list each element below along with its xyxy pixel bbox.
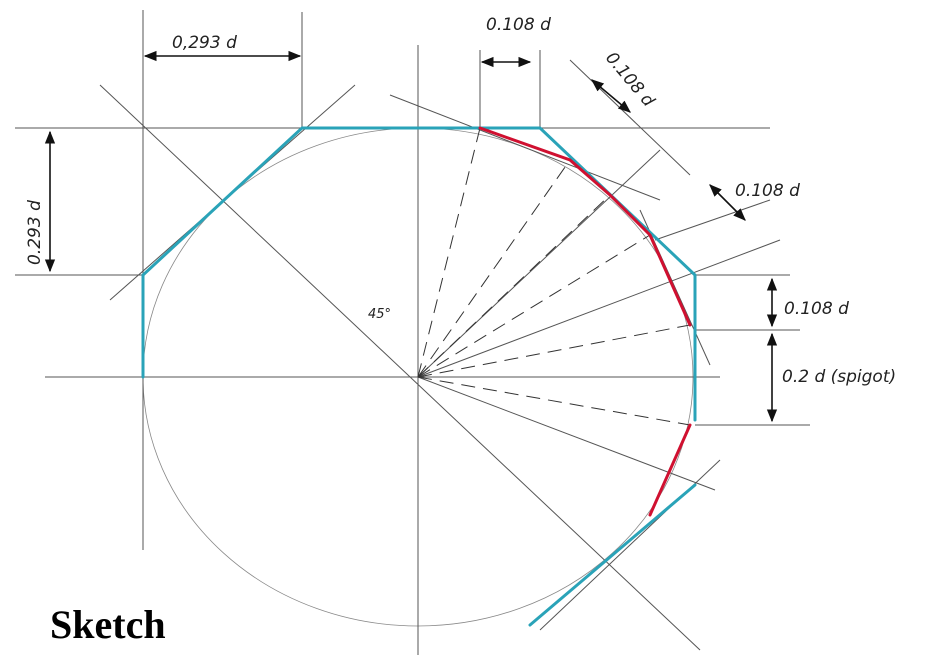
dimension-label: 0.108 d	[735, 181, 800, 201]
dashed-radii	[417, 127, 691, 426]
caption: Sketch	[50, 602, 166, 647]
dimension-label: 0.108 d	[601, 48, 658, 111]
dimension-label: 0.2 d (spigot)	[782, 367, 896, 387]
outline	[141, 126, 697, 627]
dimension-label: 0.293 d	[25, 200, 45, 265]
labels: 0,293 d 0.293 d 0.108 d 0.108 d 0.108 d …	[25, 15, 896, 647]
dimension-label: 0,293 d	[172, 33, 237, 53]
construction-lines	[15, 10, 810, 655]
dimension-arrows	[44, 50, 778, 423]
dimension-label: 0.108 d	[486, 15, 551, 35]
dimension-label: 0.108 d	[784, 299, 849, 319]
angle-label: 45°	[368, 307, 391, 322]
